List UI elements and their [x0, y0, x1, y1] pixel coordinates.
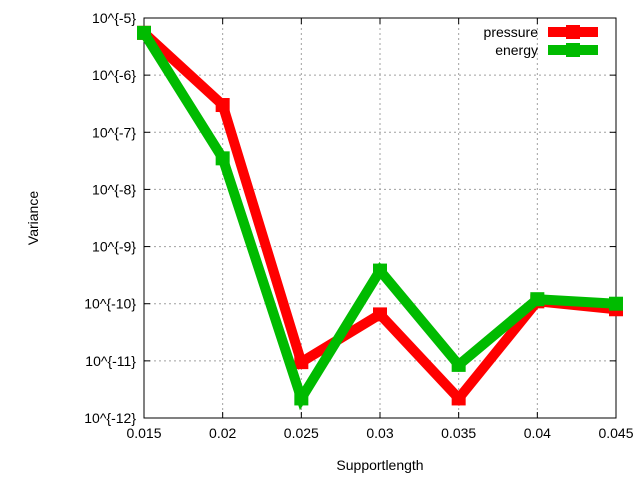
energy-point [609, 296, 623, 311]
x-tick-label: 0.015 [126, 425, 161, 441]
x-axis-label: Supportlength [336, 457, 423, 473]
legend-marker-energy [566, 43, 580, 57]
y-tick-label: 10^{-6} [92, 67, 136, 83]
energy-point [373, 263, 387, 278]
x-tick-label: 0.04 [524, 425, 551, 441]
y-tick-label: 10^{-11} [85, 353, 136, 369]
y-tick-label: 10^{-7} [92, 124, 136, 140]
energy-point [215, 151, 230, 166]
axis-ticks: 0.015 0.02 0.025 0.03 0.035 0.04 0.045 10^{-12}… [84, 10, 633, 441]
y-tick-label: 10^{-10} [84, 296, 136, 312]
x-tick-label: 0.035 [441, 425, 476, 441]
x-tick-label: 0.03 [366, 425, 393, 441]
pressure-point [373, 307, 387, 322]
legend-label-energy: energy [495, 42, 538, 58]
y-tick-label: 10^{-12} [84, 410, 136, 426]
energy-point [451, 357, 466, 372]
series-group [137, 25, 623, 411]
y-tick-label: 10^{-9} [92, 239, 136, 255]
legend-label-pressure: pressure [484, 24, 539, 40]
pressure-point [215, 98, 230, 113]
energy-point [137, 25, 151, 40]
x-tick-label: 0.025 [284, 425, 319, 441]
pressure-point [294, 355, 309, 370]
energy-point [294, 391, 309, 406]
pressure-point [451, 391, 466, 406]
legend: pressure energy [484, 24, 598, 58]
legend-marker-pressure [566, 25, 580, 39]
x-tick-label: 0.02 [209, 425, 236, 441]
y-tick-label: 10^{-5} [92, 10, 136, 26]
grid-lines [144, 18, 616, 418]
energy-point [530, 292, 545, 307]
y-tick-label: 10^{-8} [92, 181, 136, 197]
y-axis-label: Variance [25, 191, 41, 245]
x-tick-label: 0.045 [598, 425, 633, 441]
